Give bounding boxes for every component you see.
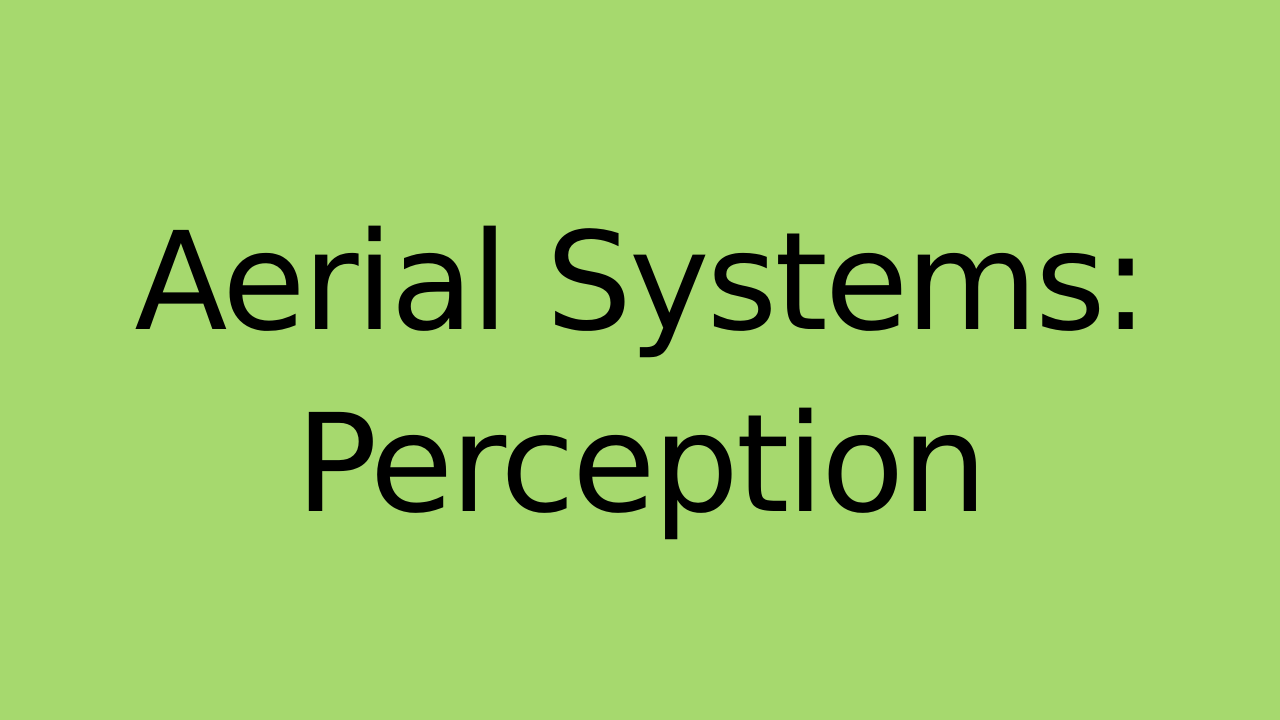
slide-title: Aerial Systems: Perception <box>0 192 1280 556</box>
title-line-2: Perception <box>295 386 987 544</box>
title-line-1: Aerial Systems: <box>134 204 1148 362</box>
